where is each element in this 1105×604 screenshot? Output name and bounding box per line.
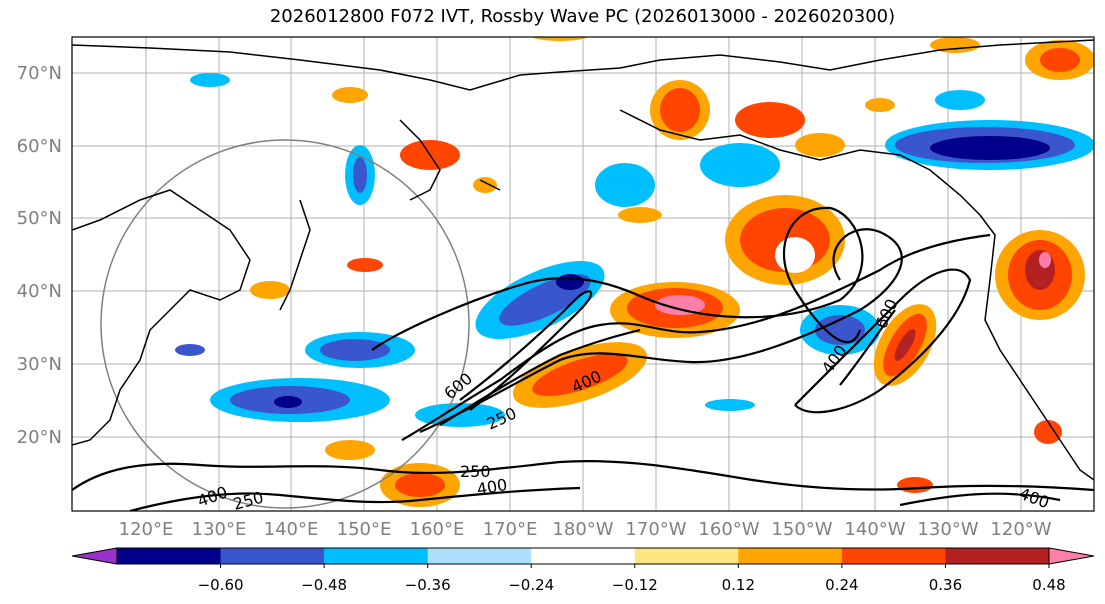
longitude-label: 150°W bbox=[771, 519, 832, 540]
colorbar-tick-label: 0.12 bbox=[722, 576, 755, 594]
latitude-label: 70°N bbox=[17, 63, 62, 84]
colorbar-tick-label: −0.60 bbox=[198, 576, 244, 594]
colorbar-segment bbox=[117, 548, 222, 564]
colorbar-tick-label: −0.24 bbox=[508, 576, 554, 594]
longitude-label: 140°W bbox=[844, 519, 905, 540]
colorbar-segment bbox=[945, 548, 1050, 564]
colorbar-tick-labels: −0.60 −0.48 −0.36 −0.24 −0.12 0.12 0.24 0.36 0.4… bbox=[198, 564, 1066, 594]
colorbar-segment bbox=[220, 548, 325, 564]
colorbar-segment bbox=[634, 548, 739, 564]
gridlines bbox=[72, 37, 1094, 511]
colorbar-segment bbox=[841, 548, 946, 564]
longitude-label: 170°E bbox=[483, 519, 538, 540]
figure-title: 2026012800 F072 IVT, Rossby Wave PC (202… bbox=[269, 6, 896, 27]
latitude-label: 60°N bbox=[17, 136, 62, 157]
ivt-anomaly-shading bbox=[175, 37, 1094, 507]
colorbar bbox=[71, 547, 1095, 565]
longitude-label: 130°E bbox=[192, 519, 247, 540]
longitude-label: 160°E bbox=[410, 519, 465, 540]
longitude-label: 150°E bbox=[337, 519, 392, 540]
latitude-label: 40°N bbox=[17, 281, 62, 302]
latitude-labels: 70°N 60°N 50°N 40°N 30°N 20°N bbox=[17, 63, 62, 448]
colorbar-segment bbox=[531, 548, 636, 564]
colorbar-segment bbox=[324, 548, 429, 564]
colorbar-extend-low bbox=[71, 547, 118, 565]
colorbar-segment bbox=[738, 548, 843, 564]
colorbar-tick-label: 0.48 bbox=[1032, 576, 1065, 594]
contour-label: 250 bbox=[231, 488, 265, 514]
longitude-label: 140°E bbox=[264, 519, 319, 540]
coastlines bbox=[72, 39, 1094, 481]
longitude-label: 120°E bbox=[119, 519, 174, 540]
colorbar-tick-label: 0.24 bbox=[825, 576, 858, 594]
longitude-label: 170°W bbox=[625, 519, 686, 540]
colorbar-tick-label: 0.36 bbox=[929, 576, 962, 594]
longitude-labels: 120°E 130°E 140°E 150°E 160°E 170°E 180°W 170°W… bbox=[119, 519, 1052, 540]
colorbar-tick-label: −0.48 bbox=[301, 576, 347, 594]
longitude-label: 160°W bbox=[698, 519, 759, 540]
colorbar-extend-high bbox=[1048, 547, 1095, 565]
reference-circle bbox=[100, 139, 470, 509]
colorbar-tick-label: −0.36 bbox=[405, 576, 451, 594]
colorbar-outline bbox=[116, 547, 1050, 565]
wave-contours bbox=[72, 206, 1094, 511]
longitude-label: 120°W bbox=[990, 519, 1051, 540]
colorbar-tick-label: −0.12 bbox=[612, 576, 658, 594]
latitude-label: 30°N bbox=[17, 354, 62, 375]
map-content: 600 400 250 600 400 250 400 400 250 400 bbox=[72, 37, 1094, 514]
latitude-label: 50°N bbox=[17, 208, 62, 229]
colorbar-segment bbox=[427, 548, 532, 564]
longitude-label: 130°W bbox=[917, 519, 978, 540]
latitude-label: 20°N bbox=[17, 427, 62, 448]
contour-label: 250 bbox=[460, 462, 491, 481]
map-frame bbox=[71, 36, 1095, 512]
longitude-label: 180°W bbox=[552, 519, 613, 540]
